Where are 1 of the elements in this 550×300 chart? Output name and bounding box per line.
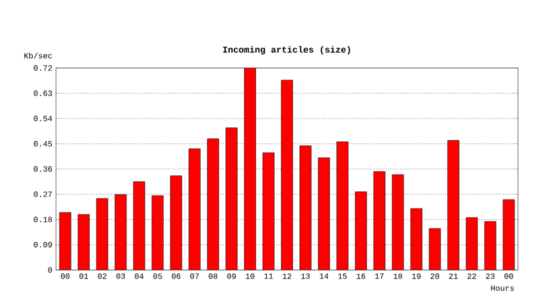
chart-title: Incoming articles (size) xyxy=(223,46,350,55)
